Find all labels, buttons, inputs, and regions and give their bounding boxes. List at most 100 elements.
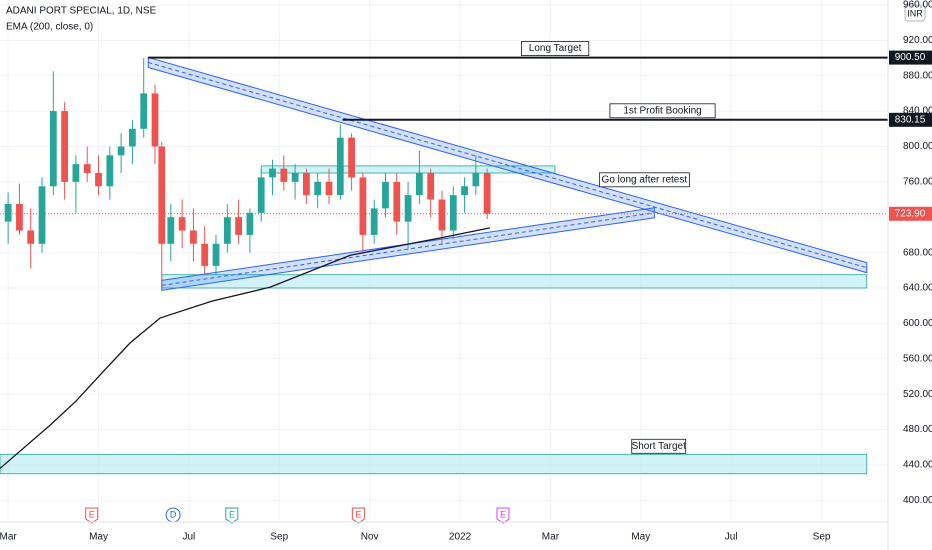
level-price-box — [889, 112, 932, 127]
last-price-box — [889, 206, 932, 221]
candle-body — [359, 177, 367, 235]
event-label[interactable]: E — [89, 509, 95, 519]
label-box — [631, 438, 687, 454]
candle-body — [427, 173, 435, 200]
candle-body — [38, 186, 46, 244]
level-name: Long Target — [529, 43, 582, 54]
trendline — [161, 212, 655, 286]
candle-body — [303, 173, 310, 196]
candle-body — [438, 199, 446, 231]
candle-body — [257, 177, 265, 213]
currency-box[interactable] — [904, 4, 926, 22]
last-price-label: 723.90 — [895, 208, 926, 219]
y-tick-label: 520.00 — [903, 389, 932, 400]
candle-body — [246, 212, 254, 235]
candle-body — [348, 137, 355, 178]
x-tick-label: 2022 — [449, 532, 472, 543]
candle-body — [61, 111, 69, 182]
candle-body — [483, 173, 491, 214]
candle-body — [158, 146, 166, 244]
candle-body — [4, 203, 12, 222]
candle-body — [291, 173, 299, 182]
candle-body — [167, 217, 175, 244]
candle-body — [117, 146, 125, 156]
event-icon[interactable] — [496, 507, 510, 524]
y-tick-label: 480.00 — [903, 424, 932, 435]
event-label[interactable]: D — [170, 509, 177, 519]
y-tick-label: 800.00 — [903, 141, 932, 152]
x-tick-label: Sep — [813, 532, 831, 543]
candle-body — [190, 230, 197, 244]
plot: Short Target Go long after retest Long Tar… — [0, 41, 888, 524]
candle-body — [415, 173, 423, 196]
candle-body — [325, 181, 333, 196]
zone-label: Short Target — [632, 441, 687, 452]
x-tick-label: May — [89, 532, 108, 543]
candle-body — [472, 173, 480, 187]
x-tick-label: Jul — [182, 532, 195, 543]
candle-body — [151, 93, 159, 147]
candle-body — [201, 243, 209, 266]
candle-body — [336, 137, 344, 196]
label-box — [609, 103, 716, 119]
candle-body — [314, 181, 322, 196]
candle-body — [382, 181, 389, 209]
candle-body — [223, 217, 231, 244]
candle-body — [129, 128, 136, 147]
level-price: 830.15 — [895, 114, 926, 125]
event-icon[interactable] — [225, 507, 239, 524]
x-tick-label: Mar — [542, 532, 560, 543]
event-icon[interactable] — [351, 507, 365, 524]
x-tick-label: Nov — [361, 532, 379, 543]
y-tick-label: 560.00 — [903, 353, 932, 364]
candle-body — [16, 203, 23, 231]
candle-body — [27, 230, 35, 244]
candle-body — [212, 243, 220, 266]
y-tick-label: 600.00 — [903, 318, 932, 329]
chart-title: ADANI PORT SPECIAL, 1D, NSE — [6, 6, 157, 17]
y-tick-label: 920.00 — [903, 35, 932, 46]
candle-body — [280, 168, 288, 182]
event-label[interactable]: E — [500, 509, 506, 519]
x-tick-label: Mar — [0, 532, 17, 543]
y-tick-label: 880.00 — [903, 70, 932, 81]
zone — [161, 274, 868, 289]
level-price-box — [889, 50, 932, 65]
zone — [0, 453, 868, 475]
candle-body — [269, 168, 276, 178]
y-tick-label: 400.00 — [903, 495, 932, 506]
label-box — [521, 41, 590, 56]
y-tick-label: 840.00 — [903, 106, 932, 117]
ema-line — [0, 227, 490, 469]
trendline-note: Go long after retest — [602, 174, 688, 185]
currency[interactable]: INR — [907, 8, 923, 18]
level-price: 900.50 — [895, 52, 926, 63]
grid — [0, 0, 888, 520]
candle-body — [106, 155, 114, 187]
candle-body — [404, 195, 412, 222]
y-tick-label: 640.00 — [903, 283, 932, 294]
y-tick-label: 680.00 — [903, 247, 932, 258]
level-name: 1st Profit Booking — [623, 105, 701, 116]
x-tick-label: May — [631, 532, 650, 543]
event-label[interactable]: E — [229, 509, 235, 519]
x-tick-label: Jul — [725, 532, 738, 543]
candle-body — [235, 217, 242, 235]
candle-body — [449, 195, 457, 231]
candle-body — [370, 208, 378, 235]
y-tick-label: 440.00 — [903, 460, 932, 471]
indicator-label: EMA (200, close, 0) — [6, 22, 93, 33]
candle-body — [461, 186, 468, 196]
candle-body — [393, 181, 401, 222]
candle-body — [83, 164, 91, 174]
candle-body — [72, 164, 80, 182]
label-box — [598, 172, 690, 188]
candle-body — [178, 217, 186, 231]
event-label[interactable]: E — [355, 509, 361, 519]
event-icon[interactable] — [85, 507, 99, 524]
candle-body — [140, 93, 148, 129]
candle-body — [95, 173, 102, 187]
